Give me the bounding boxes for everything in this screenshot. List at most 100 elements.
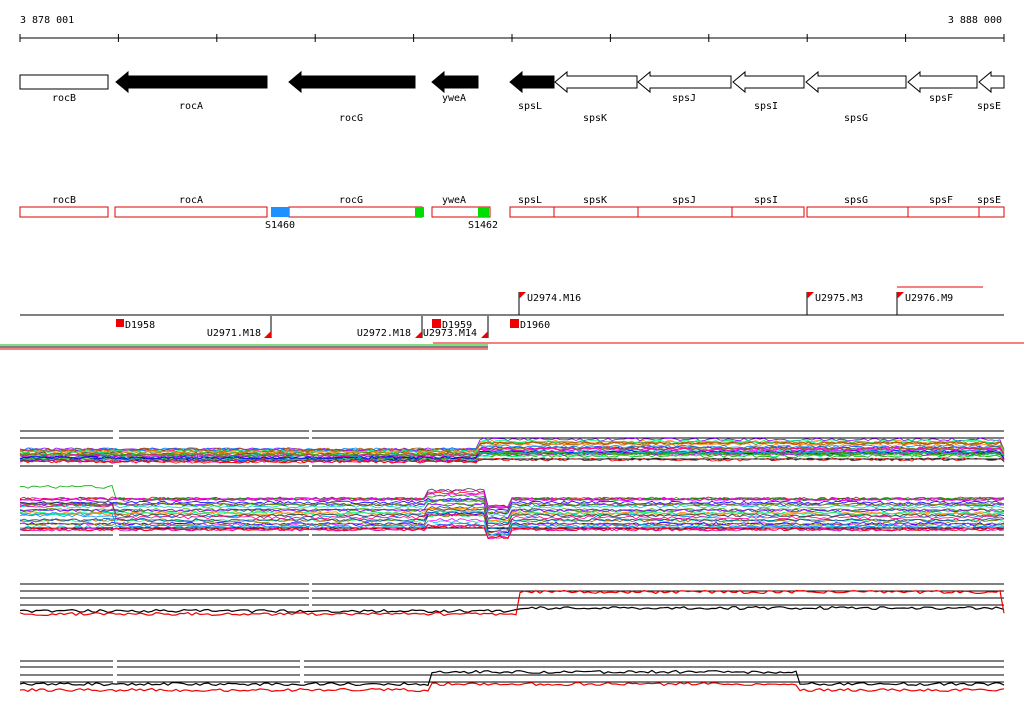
gene-spsJ[interactable]: spsJ <box>637 70 732 104</box>
operon-label-spsJ: spsJ <box>672 195 696 206</box>
expression-series-line <box>19 512 1005 536</box>
gene-spsI[interactable]: spsI <box>732 70 805 112</box>
feature-label-u2973-m14: U2973.M14 <box>423 328 477 339</box>
feature-u2974-m16[interactable]: U2974.M16 <box>518 292 581 315</box>
feature-d1959[interactable]: D1959 <box>432 319 472 331</box>
marker-green-rocG[interactable] <box>415 207 424 217</box>
feature-u2972-m18[interactable]: U2972.M18 <box>357 316 423 339</box>
expression-series-line <box>20 498 1005 511</box>
expression-series-line <box>19 451 1005 461</box>
expression-series-black <box>19 605 1005 614</box>
operon-label-spsL: spsL <box>518 195 542 206</box>
expression-series-line <box>19 501 1005 525</box>
gene-label-rocA: rocA <box>179 101 203 112</box>
coordinate-ruler: 3 878 001 3 888 000 <box>19 15 1005 42</box>
feature-track: U2974.M16 U2975.M3 U2976.M9 D1958 U2971.… <box>0 286 1024 350</box>
marker-s1462[interactable]: S1462 <box>468 207 498 231</box>
expression-panel-many-conditions <box>19 430 1005 540</box>
gene-spsF[interactable]: spsF <box>907 70 978 104</box>
gene-rocG[interactable]: rocG <box>288 70 416 124</box>
gene-rocA[interactable]: rocA <box>115 70 268 112</box>
operon-label-rocA: rocA <box>179 195 203 206</box>
expression-series-line <box>19 450 1005 460</box>
gene-spsK[interactable]: spsK <box>554 70 638 124</box>
operon-label-ywea: yweA <box>442 195 466 206</box>
expression-series-line <box>19 499 1005 517</box>
expression-series-line <box>19 447 1005 453</box>
gene-spsE[interactable]: spsE <box>977 70 1005 112</box>
feature-label-d1960: D1960 <box>520 320 550 331</box>
operon-box-spsG[interactable]: spsG <box>806 195 909 218</box>
expression-series-line <box>19 437 1005 452</box>
operon-box-spsK[interactable]: spsK <box>553 195 639 218</box>
operon-box-rocB[interactable]: rocB <box>19 195 109 218</box>
expression-panel-two-conditions-b <box>19 660 1005 693</box>
expression-series-line <box>19 450 1005 458</box>
expression-series-red <box>19 589 1005 617</box>
gene-label-spsJ: spsJ <box>672 93 696 104</box>
operon-label-rocG: rocG <box>339 195 363 206</box>
gene-spsL[interactable]: spsL <box>509 70 555 112</box>
expression-panel-two-conditions-a <box>19 583 1005 617</box>
gene-label-spsF: spsF <box>929 93 953 104</box>
feature-label-u2975-m3: U2975.M3 <box>815 293 863 304</box>
feature-u2975-m3[interactable]: U2975.M3 <box>806 292 863 315</box>
expression-series-line <box>19 503 1005 527</box>
expression-series-line <box>19 502 1005 521</box>
expression-series-line <box>20 498 1005 514</box>
operon-box-rocA[interactable]: rocA <box>114 195 268 218</box>
feature-label-u2972-m18: U2972.M18 <box>357 328 411 339</box>
gene-label-spsI: spsI <box>754 101 778 112</box>
operon-box-ywea[interactable]: yweA <box>431 195 491 218</box>
expression-series-line <box>19 451 1005 456</box>
feature-label-u2971-m18: U2971.M18 <box>207 328 261 339</box>
marker-s1460[interactable]: S1460 <box>265 207 295 231</box>
operon-track: rocB rocA rocG yweA spsL spsK spsJ spsI <box>19 195 1005 231</box>
expression-series-line <box>19 523 1005 540</box>
gene-label-spsG: spsG <box>844 113 868 124</box>
feature-u2976-m9[interactable]: U2976.M9 <box>896 292 953 315</box>
operon-label-spsK: spsK <box>583 195 607 206</box>
feature-d1960[interactable]: D1960 <box>510 319 550 331</box>
operon-label-spsF: spsF <box>929 195 953 206</box>
expression-series-line <box>19 510 1005 524</box>
gene-rocB[interactable]: rocB <box>19 74 109 104</box>
gene-label-spsK: spsK <box>583 113 607 124</box>
feature-label-d1958: D1958 <box>125 320 155 331</box>
gene-track: rocB rocA rocG yweA spsL spsK spsJ spsI <box>19 70 1005 124</box>
operon-box-rocG[interactable]: rocG <box>288 195 423 218</box>
feature-label-u2976-m9: U2976.M9 <box>905 293 953 304</box>
gene-label-rocB: rocB <box>52 93 76 104</box>
operon-box-spsI[interactable]: spsI <box>731 195 805 218</box>
operon-label-spsE: spsE <box>977 195 1001 206</box>
marker-label-s1462: S1462 <box>468 220 498 231</box>
expression-series-line <box>19 492 1005 509</box>
expression-series-line <box>19 457 1005 463</box>
feature-label-d1959: D1959 <box>442 320 472 331</box>
gene-label-spsE: spsE <box>977 101 1001 112</box>
operon-box-spsE[interactable]: spsE <box>977 195 1005 218</box>
gene-label-spsL: spsL <box>518 101 542 112</box>
expression-series-line <box>19 447 1005 457</box>
feature-label-u2974-m16: U2974.M16 <box>527 293 581 304</box>
gene-spsG[interactable]: spsG <box>805 70 907 124</box>
feature-u2971-m18[interactable]: U2971.M18 <box>207 316 272 339</box>
operon-label-spsI: spsI <box>754 195 778 206</box>
expression-series-black <box>19 669 1005 687</box>
ruler-end-label: 3 888 000 <box>948 15 1002 26</box>
marker-label-s1460: S1460 <box>265 220 295 231</box>
feature-d1958[interactable]: D1958 <box>116 319 155 331</box>
expression-series-line <box>19 501 1005 520</box>
gene-label-ywea: yweA <box>442 93 466 104</box>
expression-series-red <box>19 681 1005 693</box>
ruler-start-label: 3 878 001 <box>20 15 74 26</box>
expression-series-line <box>20 444 1005 452</box>
operon-box-spsL[interactable]: spsL <box>509 195 555 218</box>
gene-ywea[interactable]: yweA <box>431 70 479 104</box>
operon-box-spsJ[interactable]: spsJ <box>637 195 733 218</box>
feature-u2973-m14[interactable]: U2973.M14 <box>423 316 489 339</box>
operon-label-rocB: rocB <box>52 195 76 206</box>
operon-box-spsF[interactable]: spsF <box>907 195 980 218</box>
expression-series-line <box>19 441 1005 452</box>
